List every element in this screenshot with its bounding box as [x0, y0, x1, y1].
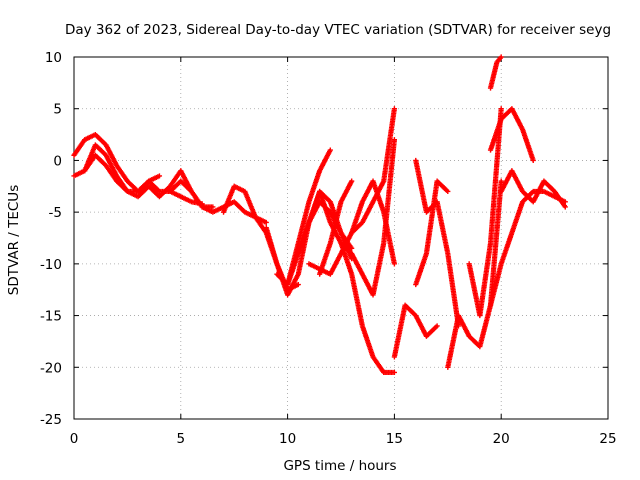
x-tick-label: 15 — [386, 431, 403, 447]
y-tick-label: 5 — [53, 102, 62, 118]
series-track-17 — [445, 178, 504, 370]
series-track-13 — [349, 178, 397, 267]
series-track-8 — [285, 188, 397, 376]
data-point — [263, 219, 269, 226]
series-track-20 — [487, 106, 536, 164]
series-track-2 — [71, 131, 163, 195]
series-track-19 — [487, 188, 568, 308]
chart-title: Day 362 of 2023, Sidereal Day-to-day VTE… — [65, 22, 611, 38]
data-point — [295, 281, 301, 288]
series-track-11 — [317, 178, 355, 277]
series-track-21 — [498, 168, 568, 210]
plot-frame — [73, 56, 609, 420]
x-axis: 0 5 10 15 20 25 — [70, 57, 617, 447]
x-tick-label: 0 — [70, 431, 79, 447]
data-point — [349, 245, 355, 251]
y-tick-label: -25 — [40, 412, 62, 428]
y-axis-label: SDTVAR / TECUs — [6, 185, 22, 295]
y-tick-label: -5 — [49, 205, 62, 221]
x-axis-label: GPS time / hours — [283, 458, 396, 474]
data-point — [391, 369, 397, 376]
x-tick-label: 20 — [493, 431, 510, 447]
data-point — [391, 137, 397, 143]
y-tick-label: 10 — [45, 50, 62, 66]
data-point — [498, 106, 504, 112]
data-point — [562, 204, 568, 210]
data-point — [210, 204, 216, 210]
data-point — [327, 147, 333, 153]
y-tick-label: 0 — [53, 153, 62, 169]
series-track-10 — [306, 106, 397, 277]
y-tick-label: -15 — [40, 309, 62, 325]
series-track-4 — [167, 178, 269, 226]
y-tick-label: -20 — [40, 360, 62, 376]
data-point — [391, 106, 397, 112]
data-point — [445, 188, 451, 195]
data-point — [498, 54, 504, 60]
series-track-14 — [391, 302, 440, 360]
data-point — [434, 323, 440, 329]
data-points — [71, 54, 568, 376]
y-axis: -25 -20 -15 -10 -5 0 5 10 — [40, 50, 608, 428]
series-track-16 — [413, 178, 451, 288]
x-tick-label: 25 — [599, 431, 616, 447]
series-track-18 — [466, 106, 504, 319]
data-point — [349, 178, 355, 184]
data-point — [391, 261, 397, 267]
y-tick-label: -10 — [40, 257, 62, 273]
data-point — [156, 173, 163, 179]
data-point — [498, 178, 504, 184]
x-tick-label: 5 — [177, 431, 186, 447]
x-tick-label: 10 — [279, 431, 296, 447]
data-point — [530, 157, 536, 164]
series-track-22 — [487, 54, 504, 91]
